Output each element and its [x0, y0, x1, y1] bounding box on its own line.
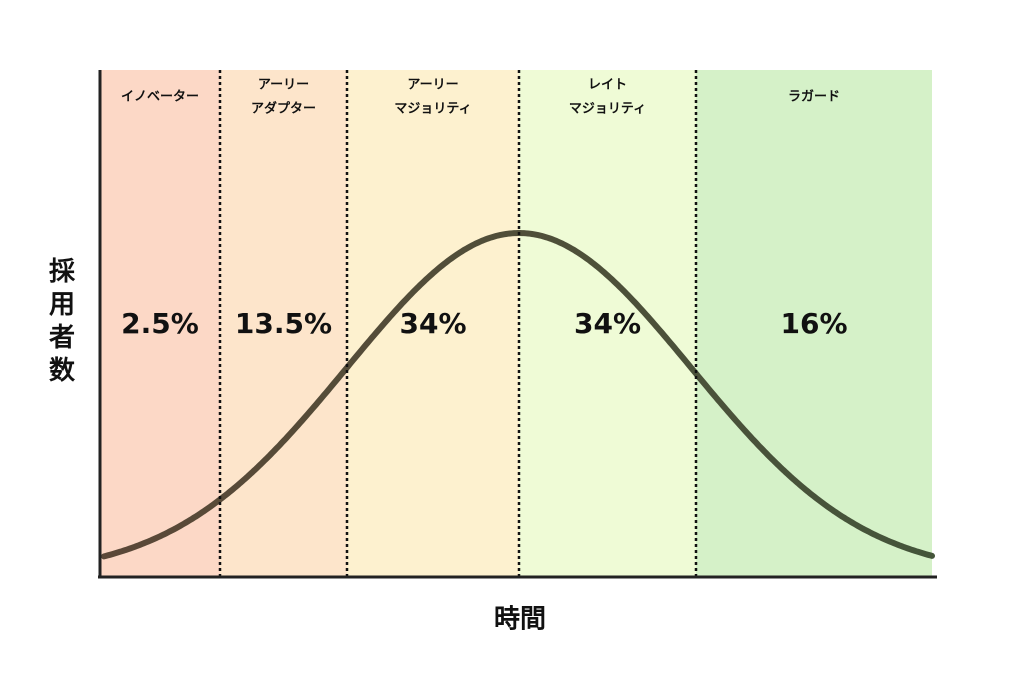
- segment-name: レイト: [588, 78, 627, 93]
- segment-band: [100, 70, 220, 577]
- segment-band: [220, 70, 347, 577]
- y-axis-label: 採用者数: [49, 257, 76, 386]
- segment-band: [696, 70, 932, 577]
- segment-share: 34%: [399, 307, 466, 340]
- segment-band: [347, 70, 519, 577]
- segment-share: 13.5%: [235, 307, 332, 340]
- segment-name: アーリー: [258, 78, 309, 93]
- segment-name: イノベーター: [121, 90, 199, 105]
- segment-share: 2.5%: [121, 307, 199, 340]
- segment-share: 16%: [780, 307, 847, 340]
- segment-share: 34%: [574, 307, 641, 340]
- segment-name: アーリー: [407, 78, 458, 93]
- segment-band: [519, 70, 696, 577]
- segment-name: ラガード: [788, 90, 840, 105]
- segment-name: マジョリティ: [394, 102, 471, 117]
- x-axis-label: 時間: [494, 605, 546, 635]
- segment-name: アダプター: [251, 101, 316, 117]
- segment-name: マジョリティ: [569, 102, 646, 117]
